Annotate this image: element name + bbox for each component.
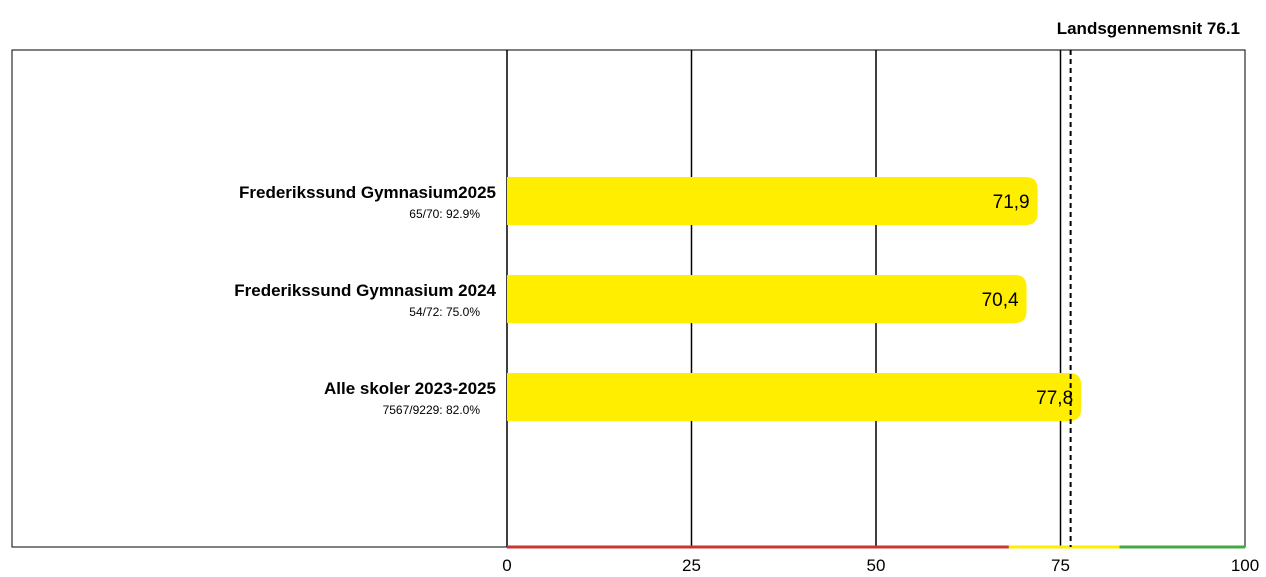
x-tick-label-25: 25 — [682, 556, 701, 575]
category-label-2: Alle skoler 2023-2025 — [324, 379, 496, 398]
x-tick-label-75: 75 — [1051, 556, 1070, 575]
category-sublabel-1: 54/72: 75.0% — [409, 305, 480, 319]
category-sublabel-2: 7567/9229: 82.0% — [383, 403, 481, 417]
x-tick-label-50: 50 — [867, 556, 886, 575]
bar-2 — [507, 373, 1082, 421]
bar-0 — [507, 177, 1038, 225]
bar-value-label-2: 77,8 — [1036, 388, 1073, 409]
bar-value-label-1: 70,4 — [982, 290, 1019, 311]
category-label-0: Frederikssund Gymnasium2025 — [239, 183, 496, 202]
reference-line-label: Landsgennemsnit 76.1 — [1057, 19, 1240, 38]
bar-1 — [507, 275, 1027, 323]
bar-value-label-0: 71,9 — [993, 192, 1030, 213]
category-label-1: Frederikssund Gymnasium 2024 — [234, 281, 496, 300]
x-tick-label-100: 100 — [1231, 556, 1259, 575]
category-sublabel-0: 65/70: 92.9% — [409, 207, 480, 221]
x-tick-label-0: 0 — [502, 556, 511, 575]
